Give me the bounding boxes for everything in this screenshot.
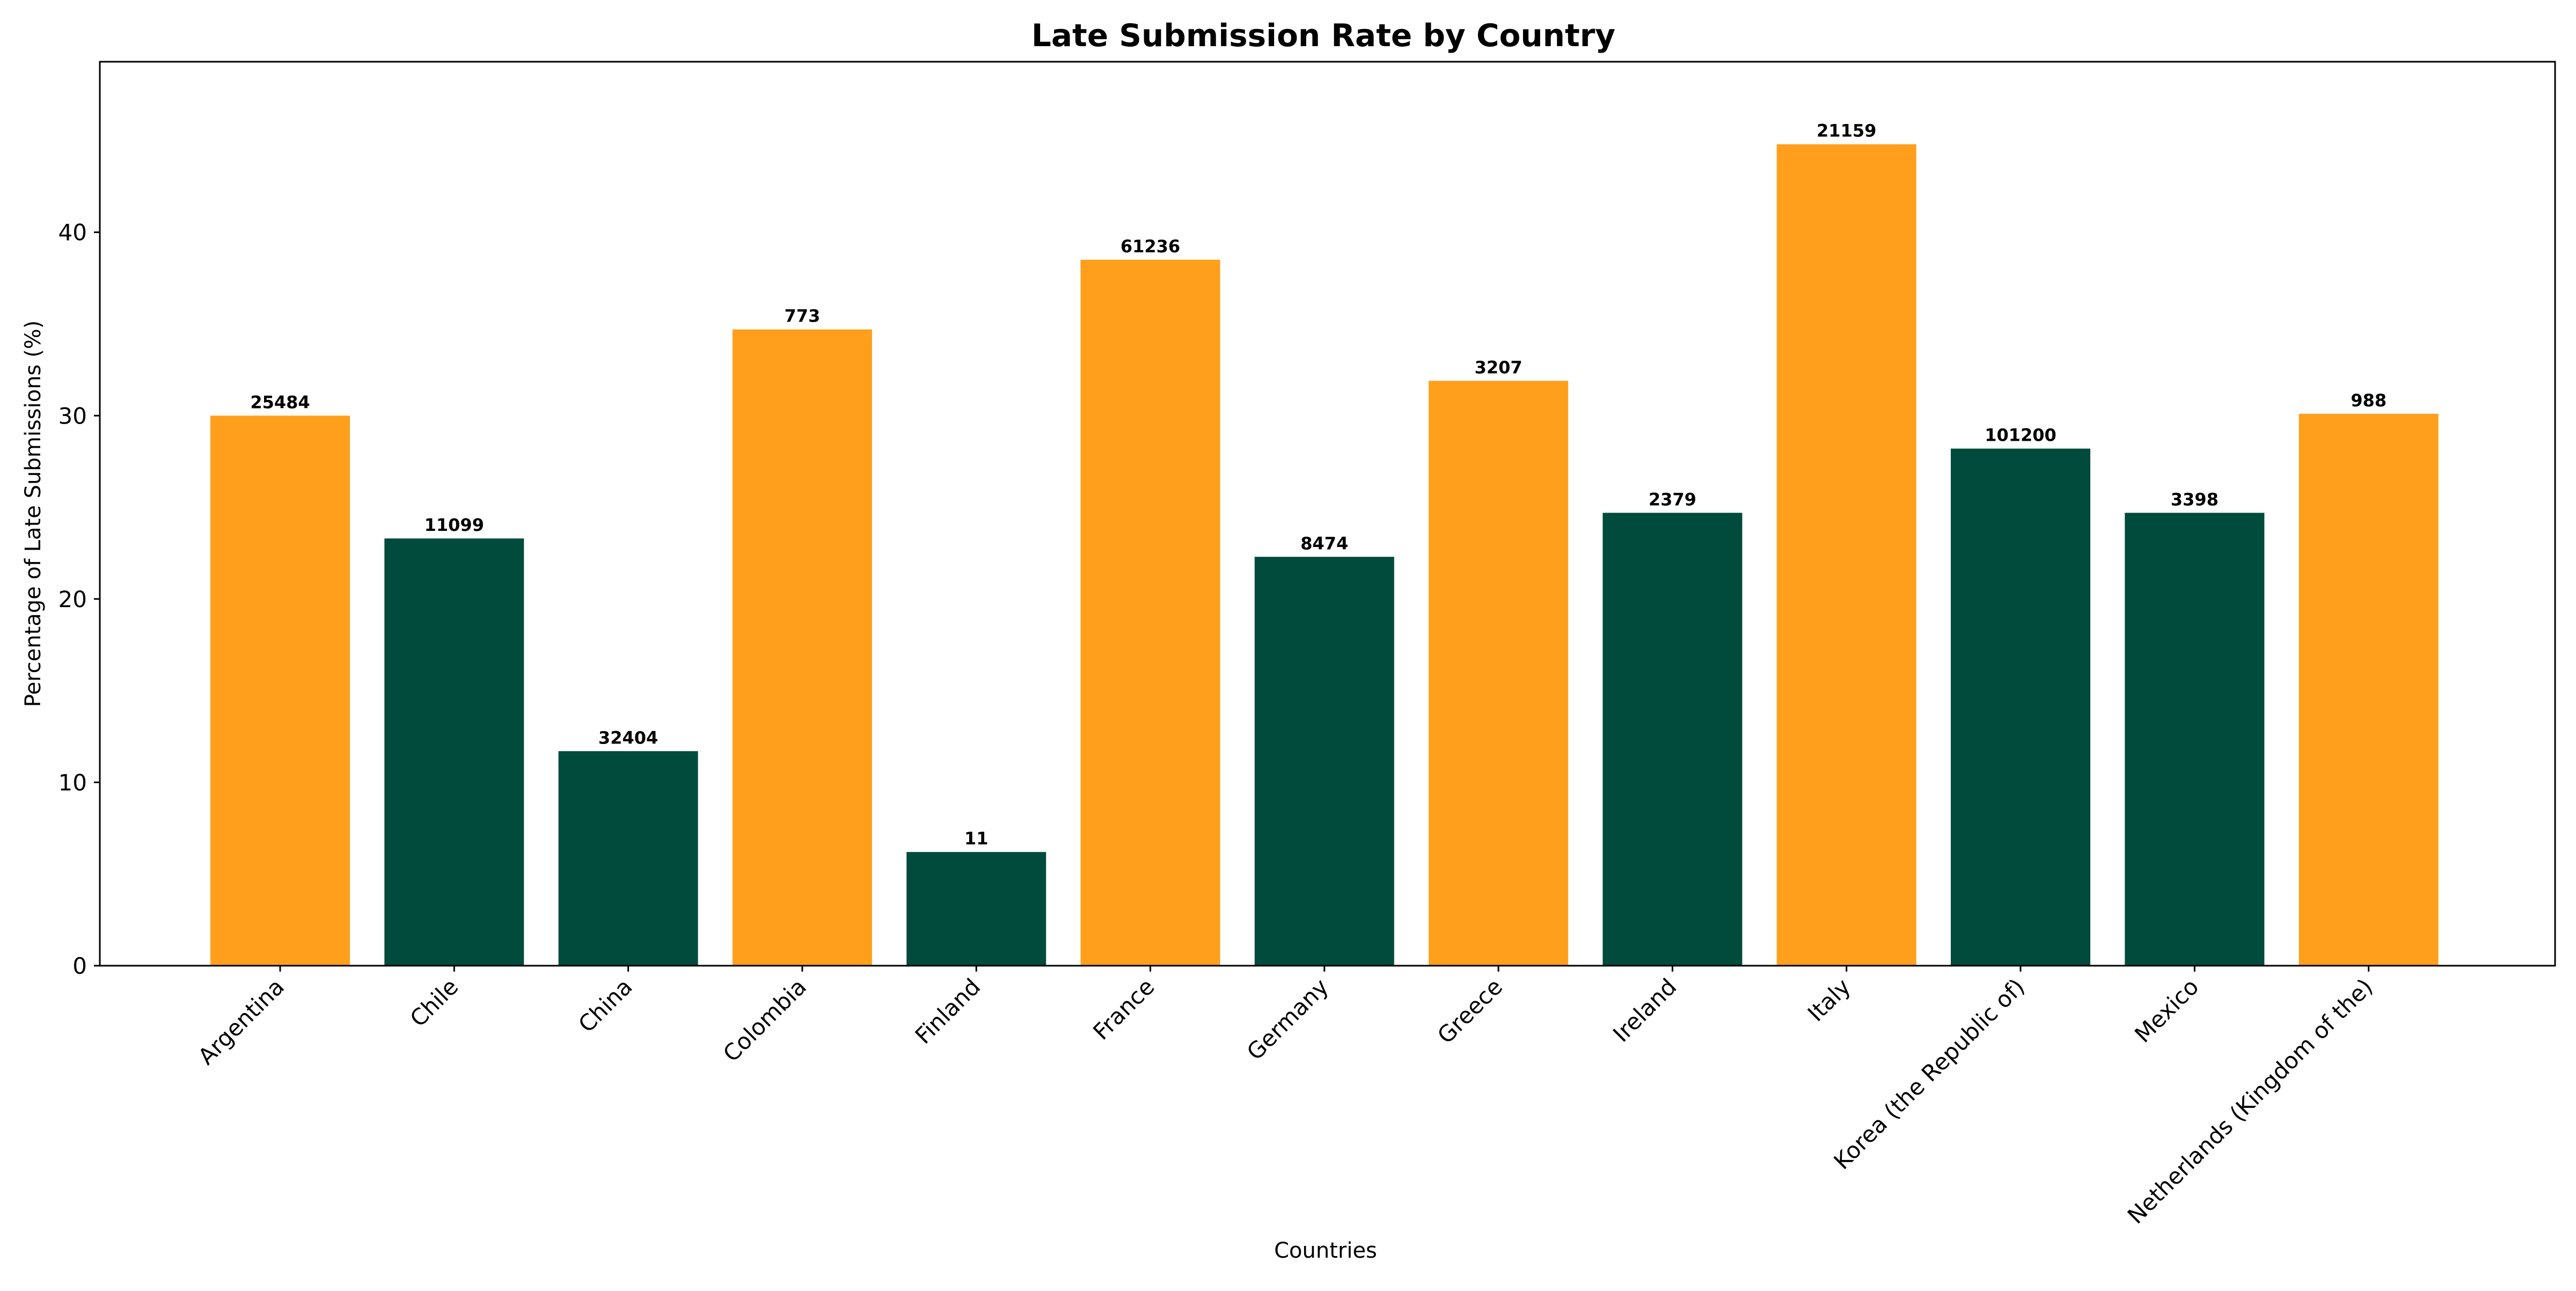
x-tick-label-chile: Chile	[405, 973, 463, 1032]
y-axis-label: Percentage of Late Submissions (%)	[21, 320, 46, 707]
x-tick-label-colombia: Colombia	[718, 973, 811, 1067]
bar-greece	[1429, 381, 1569, 966]
x-axis-label: Countries	[1274, 1238, 1377, 1263]
bar-mexico	[2125, 513, 2265, 966]
y-tick-label-10: 10	[58, 769, 87, 796]
bar-france	[1080, 259, 1220, 966]
x-tick-label-italy: Italy	[1803, 973, 1856, 1026]
x-tick-label-finland: Finland	[910, 973, 986, 1049]
data-label-netherlands-kingdom-of-the: 988	[2351, 390, 2387, 411]
x-tick-label-germany: Germany	[1242, 973, 1334, 1065]
bar-argentina	[210, 415, 350, 966]
bar-ireland	[1602, 513, 1743, 966]
data-label-colombia: 773	[785, 306, 821, 326]
x-axis: Argentina Chile China Colombia Finland France…	[193, 966, 2378, 1229]
data-label-china: 32404	[598, 727, 658, 748]
data-label-mexico: 3398	[2171, 489, 2219, 509]
y-tick-label-30: 30	[58, 403, 87, 429]
bar-china	[558, 751, 698, 966]
data-label-france: 61236	[1121, 236, 1180, 257]
bar-netherlands-kingdom-of-the	[2299, 413, 2439, 966]
x-tick-label-ireland: Ireland	[1608, 973, 1681, 1047]
y-tick-label-40: 40	[58, 220, 87, 246]
data-label-greece: 3207	[1475, 357, 1523, 377]
data-label-germany: 8474	[1300, 533, 1348, 553]
x-tick-label-greece: Greece	[1432, 973, 1507, 1048]
bar-germany	[1254, 557, 1394, 966]
y-tick-label-0: 0	[72, 953, 87, 979]
bars-group	[210, 144, 2439, 966]
chart-title: Late Submission Rate by Country	[1031, 17, 1615, 54]
plot-frame	[99, 61, 2556, 967]
data-label-ireland: 2379	[1649, 489, 1696, 509]
data-label-argentina: 25484	[250, 392, 310, 412]
data-label-italy: 21159	[1817, 121, 1876, 141]
x-tick-label-korea-the-republic-of: Korea (the Republic of)	[1828, 973, 2030, 1175]
data-label-korea-the-republic-of: 101200	[1985, 425, 2057, 446]
x-tick-label-france: France	[1088, 973, 1159, 1045]
bar-korea-the-republic-of	[1951, 448, 2090, 966]
y-tick-label-20: 20	[58, 586, 87, 612]
bar-italy	[1776, 144, 1916, 966]
x-tick-label-china: China	[573, 973, 637, 1037]
bar-finland	[906, 852, 1046, 966]
data-label-chile: 11099	[425, 515, 484, 535]
y-axis: 0 10 20 30 40	[58, 220, 100, 979]
x-tick-label-argentina: Argentina	[193, 973, 290, 1070]
data-labels-group: 25484 11099 32404 773 11 61236 8474 3207 2379 211…	[250, 121, 2387, 849]
bar-chile	[384, 538, 524, 966]
x-tick-label-mexico: Mexico	[2129, 973, 2204, 1047]
bar-colombia	[732, 329, 872, 966]
data-label-finland: 11	[964, 828, 989, 849]
